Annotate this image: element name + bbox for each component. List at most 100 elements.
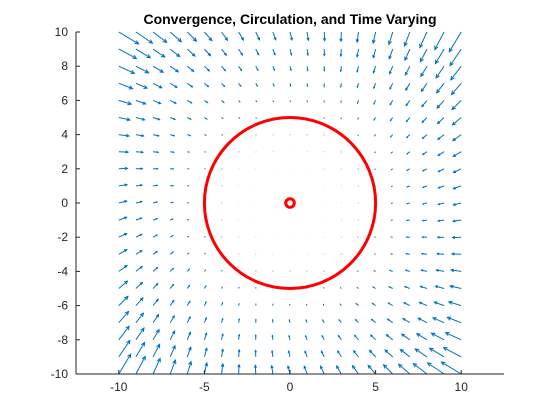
vector-arrow <box>405 100 411 107</box>
vector-arrow <box>135 233 143 238</box>
vector-arrow <box>169 235 174 238</box>
vector-arrow <box>435 268 445 272</box>
vector-arrow <box>237 363 241 375</box>
vector-arrow <box>255 83 258 88</box>
vector-arrow <box>135 99 147 105</box>
vector-arrow <box>419 31 428 49</box>
vector-arrow <box>170 168 175 170</box>
vector-arrow <box>404 65 411 76</box>
vector-arrow <box>388 48 394 60</box>
vector-arrow <box>169 330 176 341</box>
x-ticks: -10 -5 0 5 10 <box>110 370 468 394</box>
vector-arrow <box>367 364 376 375</box>
vector-arrow <box>169 31 183 43</box>
vector-arrow <box>339 49 343 58</box>
y-tick-label: 6 <box>61 93 68 107</box>
vector-arrow <box>433 301 445 307</box>
vector-arrow <box>204 252 206 255</box>
vector-arrow <box>118 183 129 187</box>
vector-arrow <box>356 49 359 58</box>
vector-arrow <box>118 117 132 122</box>
vector-arrow <box>289 83 292 88</box>
vector-arrow <box>437 185 445 189</box>
vector-arrow <box>255 65 259 72</box>
vector-arrow <box>397 363 411 375</box>
vector-arrow <box>390 185 393 188</box>
vector-arrow <box>386 318 394 324</box>
vector-arrow <box>306 31 310 42</box>
vector-arrow <box>356 100 359 105</box>
y-tick-label: 2 <box>61 162 68 176</box>
vector-arrow <box>305 303 308 306</box>
vector-arrow <box>387 302 393 307</box>
vector-arrow <box>221 100 225 104</box>
vector-arrow <box>421 236 427 239</box>
vector-arrow <box>169 251 174 255</box>
vector-arrow <box>271 349 274 357</box>
vector-arrow <box>169 283 175 289</box>
vector-arrow <box>135 281 144 289</box>
vector-arrow <box>152 343 161 358</box>
vector-arrow <box>399 348 411 358</box>
vector-arrow <box>426 362 445 375</box>
vector-arrow <box>187 235 190 238</box>
vector-arrow <box>169 82 178 88</box>
vector-arrow <box>389 83 394 91</box>
vector-arrow <box>169 359 177 375</box>
vector-arrow <box>436 100 445 109</box>
vector-arrow <box>135 327 145 341</box>
vector-arrow <box>356 270 359 272</box>
vector-arrow <box>186 346 192 358</box>
vector-arrow <box>169 65 180 73</box>
vector-arrow <box>373 100 377 105</box>
vector-arrow <box>357 134 359 137</box>
vector-arrow <box>356 66 359 74</box>
vector-arrow <box>169 299 175 306</box>
vector-field <box>118 31 462 375</box>
vector-arrow <box>371 302 376 307</box>
vector-arrow <box>353 334 359 341</box>
vector-arrow <box>320 350 325 358</box>
vector-arrow <box>221 301 224 306</box>
y-tick-label: -6 <box>57 299 68 313</box>
vector-arrow <box>169 117 177 121</box>
vector-arrow <box>272 66 276 72</box>
vector-arrow <box>419 285 428 289</box>
vector-arrow <box>170 134 176 137</box>
vector-arrow <box>421 168 428 172</box>
vector-arrow <box>414 348 428 358</box>
vector-arrow <box>451 100 462 111</box>
vector-arrow <box>405 83 411 92</box>
vector-arrow <box>420 252 428 255</box>
vector-arrow <box>322 31 327 42</box>
vector-arrow <box>152 134 160 137</box>
vector-arrow <box>421 100 428 108</box>
vector-arrow <box>135 265 143 272</box>
vector-arrow <box>152 31 168 44</box>
vector-arrow <box>135 31 154 44</box>
vector-arrow <box>436 219 445 222</box>
vector-arrow <box>336 350 342 358</box>
vector-arrow <box>421 202 428 205</box>
vector-arrow <box>203 316 207 323</box>
vector-arrow <box>389 100 394 106</box>
vector-arrow <box>152 298 159 306</box>
vector-arrow <box>204 236 206 238</box>
vector-arrow <box>187 151 190 153</box>
vector-arrow <box>390 168 393 171</box>
vector-arrow <box>186 315 191 323</box>
y-tick-label: 0 <box>61 196 68 210</box>
vector-arrow <box>152 357 161 375</box>
vector-arrow <box>270 364 274 375</box>
vector-arrow <box>135 117 146 121</box>
vector-arrow <box>135 82 149 89</box>
vector-arrow <box>152 266 159 272</box>
vector-arrow <box>452 168 462 174</box>
vector-arrow <box>446 316 462 324</box>
vector-arrow <box>203 332 208 340</box>
vector-arrow <box>421 219 428 222</box>
vector-arrow <box>153 167 159 170</box>
vector-arrow <box>238 65 243 72</box>
vector-arrow <box>405 117 411 123</box>
vector-arrow <box>451 117 462 126</box>
